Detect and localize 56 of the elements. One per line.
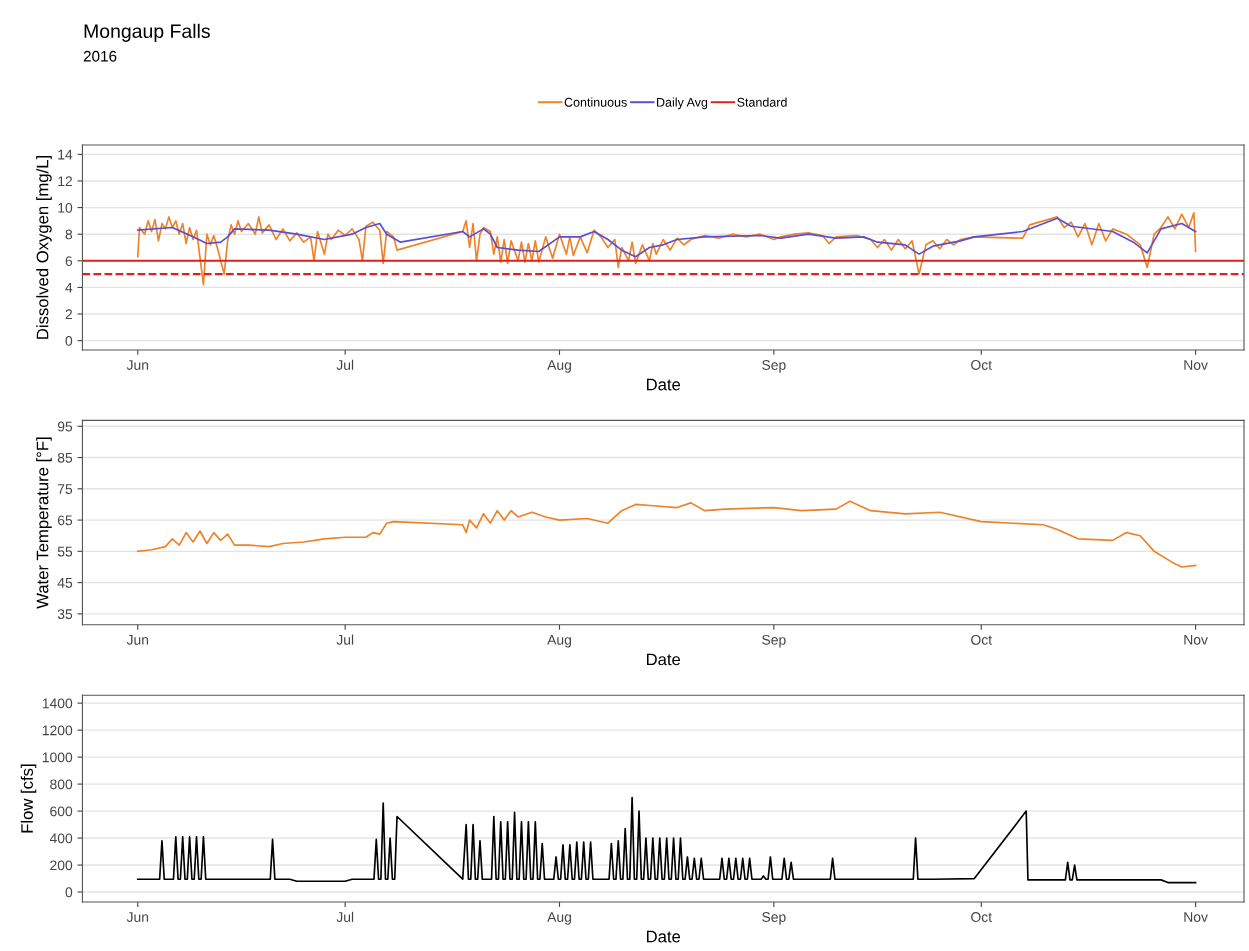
x-tick-label: Oct bbox=[971, 912, 992, 922]
y-tick-label: 400 bbox=[49, 833, 73, 844]
x-tick-label: Nov bbox=[1184, 360, 1208, 370]
y-tick-label: 10 bbox=[58, 202, 73, 213]
y-axis-title: Dissolved Oxygen [mg/L] bbox=[36, 156, 52, 339]
x-tick-label: Aug bbox=[547, 635, 571, 648]
y-tick-label: 1000 bbox=[42, 752, 73, 763]
x-tick-label: Jun bbox=[126, 912, 149, 922]
y-tick-label: 0 bbox=[65, 887, 73, 898]
x-tick-label: Jul bbox=[336, 634, 354, 645]
x-tick-label: Sep bbox=[762, 912, 786, 925]
x-tick-label: Sep bbox=[762, 634, 786, 648]
y-tick-label: 85 bbox=[57, 452, 73, 463]
y-tick-label: 12 bbox=[58, 176, 73, 186]
x-tick-label: Jun bbox=[126, 360, 149, 370]
y-tick-label: 4 bbox=[65, 282, 73, 293]
y-tick-label: 45 bbox=[57, 578, 73, 588]
x-tick-label: Aug bbox=[547, 912, 571, 925]
y-tick-label: 800 bbox=[50, 779, 73, 790]
y-tick-label: 75 bbox=[57, 484, 73, 494]
y-tick-label: 0 bbox=[65, 335, 73, 346]
x-tick-label: Oct bbox=[971, 634, 992, 645]
x-tick-label: Nov bbox=[1184, 635, 1208, 645]
legend-label: Daily Avg bbox=[657, 97, 708, 110]
line-series bbox=[136, 217, 1197, 258]
y-tick-label: 600 bbox=[50, 806, 73, 817]
x-tick-label: Aug bbox=[547, 360, 571, 373]
legend-label: Standard bbox=[737, 97, 787, 107]
x-tick-label: Jun bbox=[126, 635, 149, 645]
y-tick-label: 35 bbox=[57, 609, 73, 620]
x-axis-title: Date bbox=[646, 378, 681, 391]
x-tick-label: Oct bbox=[971, 360, 992, 370]
y-tick-label: 14 bbox=[58, 149, 73, 160]
y-tick-label: 8 bbox=[65, 229, 73, 240]
line-series bbox=[136, 212, 1197, 286]
line-series bbox=[136, 796, 1197, 884]
x-tick-label: Sep bbox=[762, 360, 786, 373]
y-tick-label: 1400 bbox=[42, 698, 73, 709]
x-axis-title: Date bbox=[646, 930, 681, 943]
y-axis-title: Water Temperature [°F] bbox=[36, 437, 52, 609]
y-axis-title: Flow [cfs] bbox=[20, 764, 37, 833]
chart-title: Mongaup Falls bbox=[84, 23, 210, 42]
x-tick-label: Nov bbox=[1184, 912, 1208, 922]
y-tick-label: 95 bbox=[57, 421, 73, 432]
y-tick-label: 2 bbox=[65, 309, 73, 320]
x-axis-title: Date bbox=[646, 653, 681, 666]
y-tick-label: 1200 bbox=[42, 725, 73, 736]
x-tick-label: Jul bbox=[336, 359, 354, 370]
chart-subtitle: 2016 bbox=[83, 50, 117, 62]
line-series bbox=[136, 500, 1197, 568]
x-tick-label: Jul bbox=[336, 911, 354, 922]
legend-label: Continuous bbox=[564, 97, 627, 107]
y-tick-label: 65 bbox=[57, 515, 73, 526]
y-tick-label: 6 bbox=[65, 256, 73, 266]
y-tick-label: 55 bbox=[57, 546, 73, 557]
y-tick-label: 200 bbox=[50, 860, 73, 871]
